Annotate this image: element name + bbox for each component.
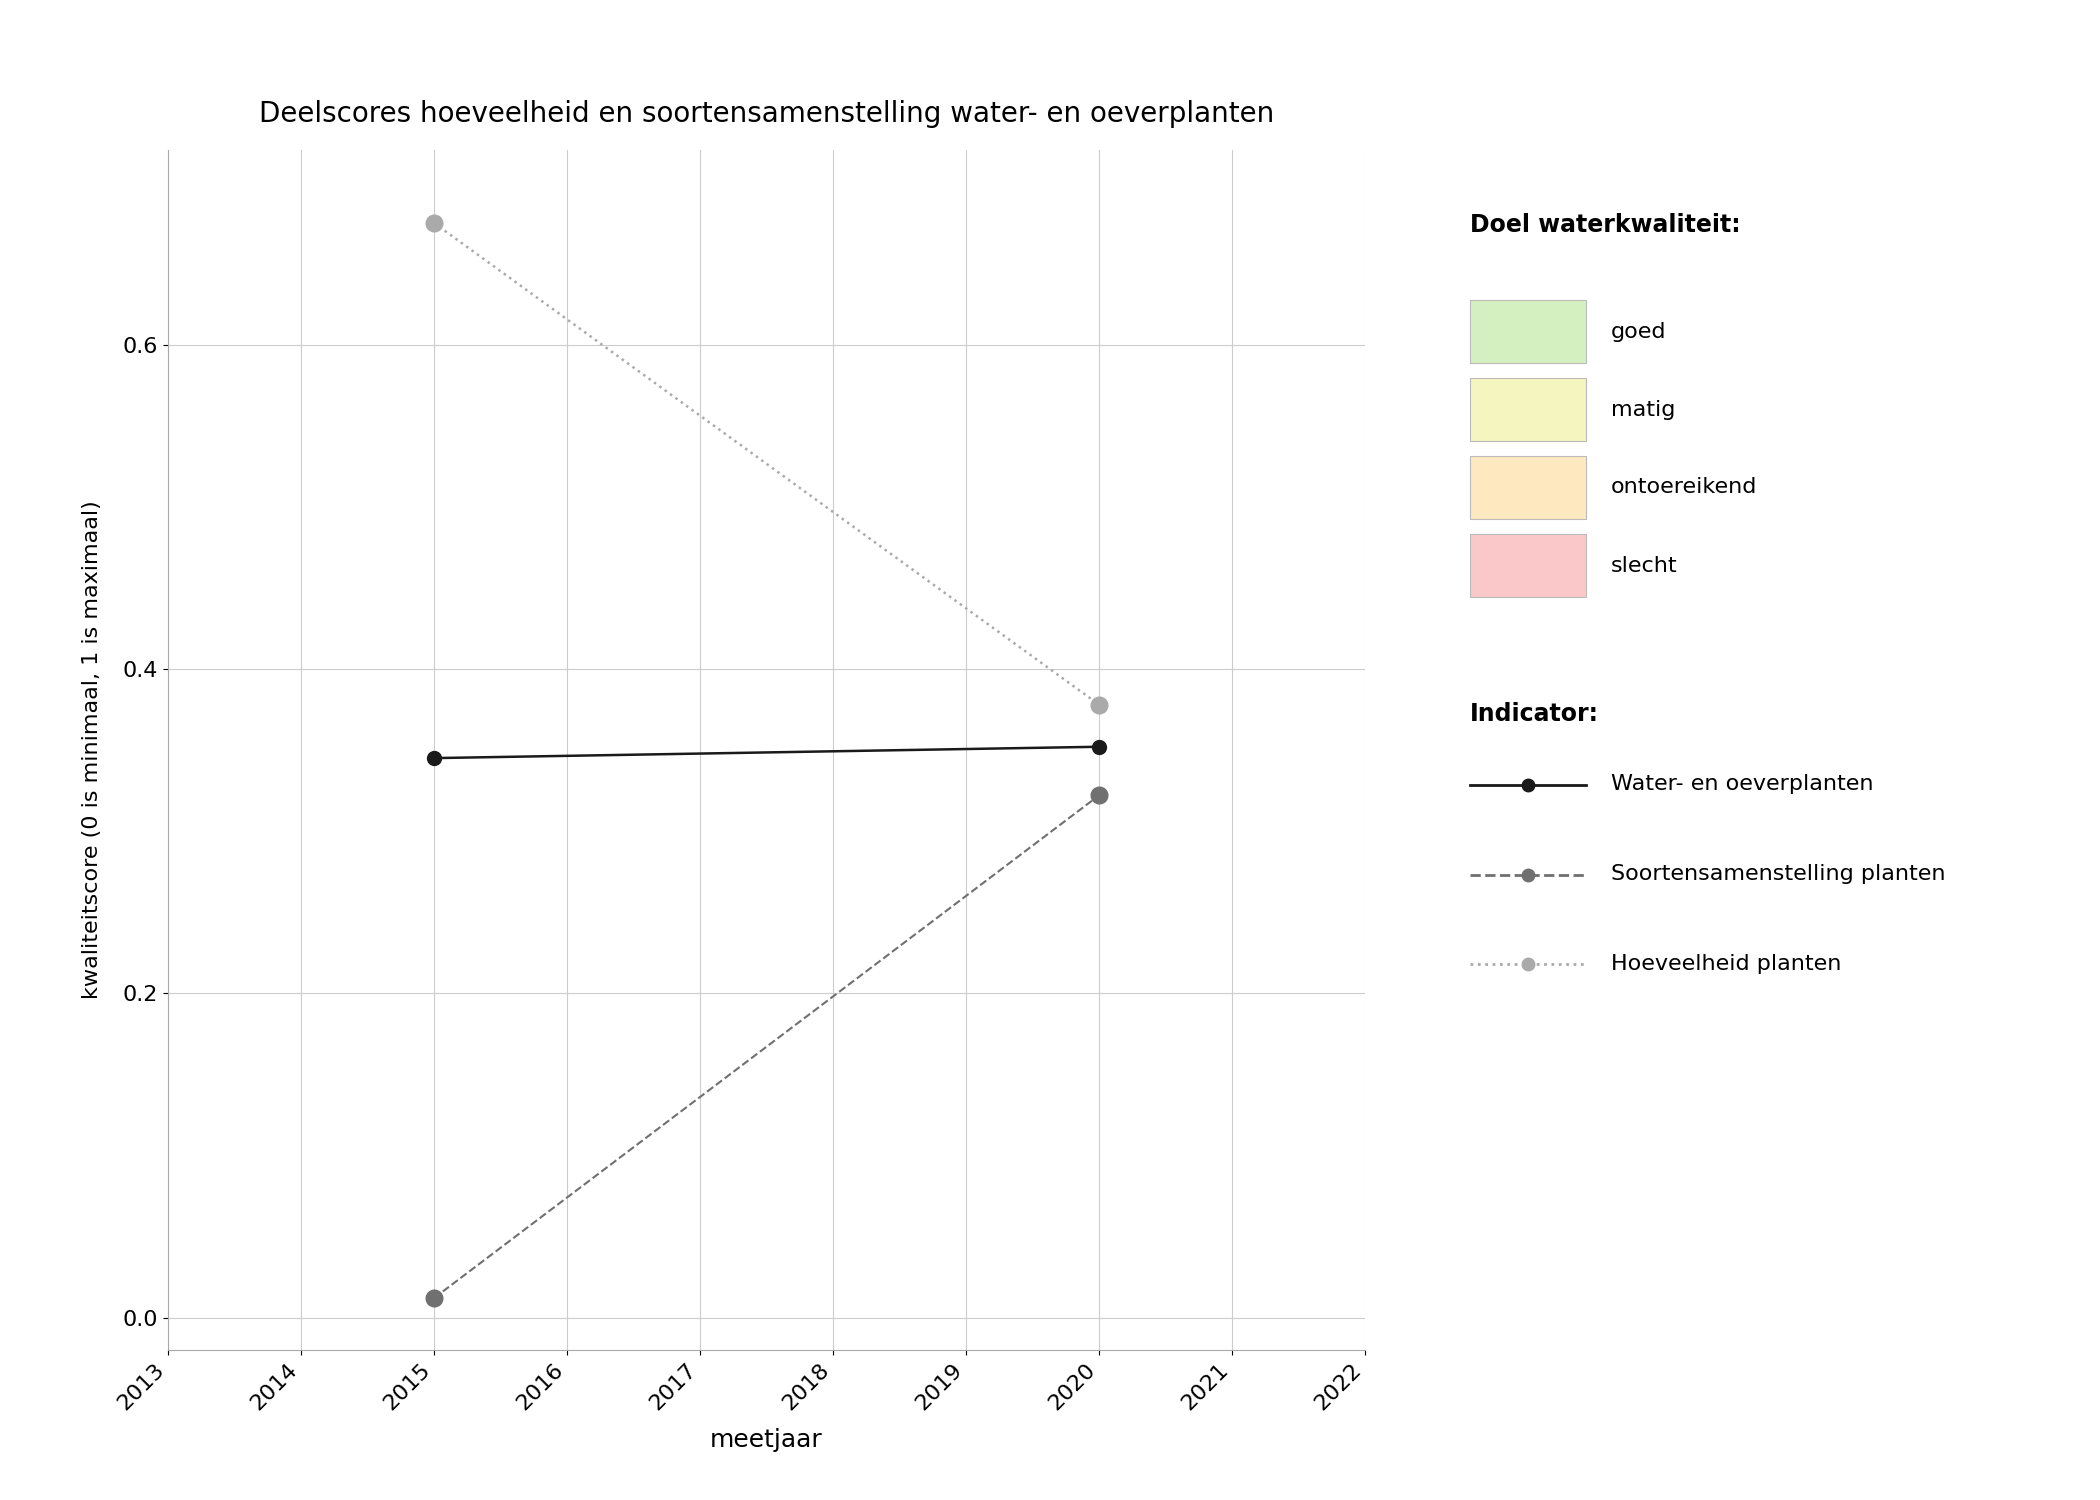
Text: Doel waterkwaliteit:: Doel waterkwaliteit: [1470,213,1741,237]
Text: ontoereikend: ontoereikend [1611,477,1758,498]
Text: goed: goed [1611,321,1665,342]
Text: Hoeveelheid planten: Hoeveelheid planten [1611,954,1842,975]
Text: slecht: slecht [1611,555,1678,576]
X-axis label: meetjaar: meetjaar [710,1428,823,1452]
Text: Indicator:: Indicator: [1470,702,1598,726]
Text: Water- en oeverplanten: Water- en oeverplanten [1611,774,1873,795]
Y-axis label: kwaliteitscore (0 is minimaal, 1 is maximaal): kwaliteitscore (0 is minimaal, 1 is maxi… [82,501,103,999]
Text: Soortensamenstelling planten: Soortensamenstelling planten [1611,864,1945,885]
Title: Deelscores hoeveelheid en soortensamenstelling water- en oeverplanten: Deelscores hoeveelheid en soortensamenst… [258,100,1275,128]
Text: matig: matig [1611,399,1676,420]
